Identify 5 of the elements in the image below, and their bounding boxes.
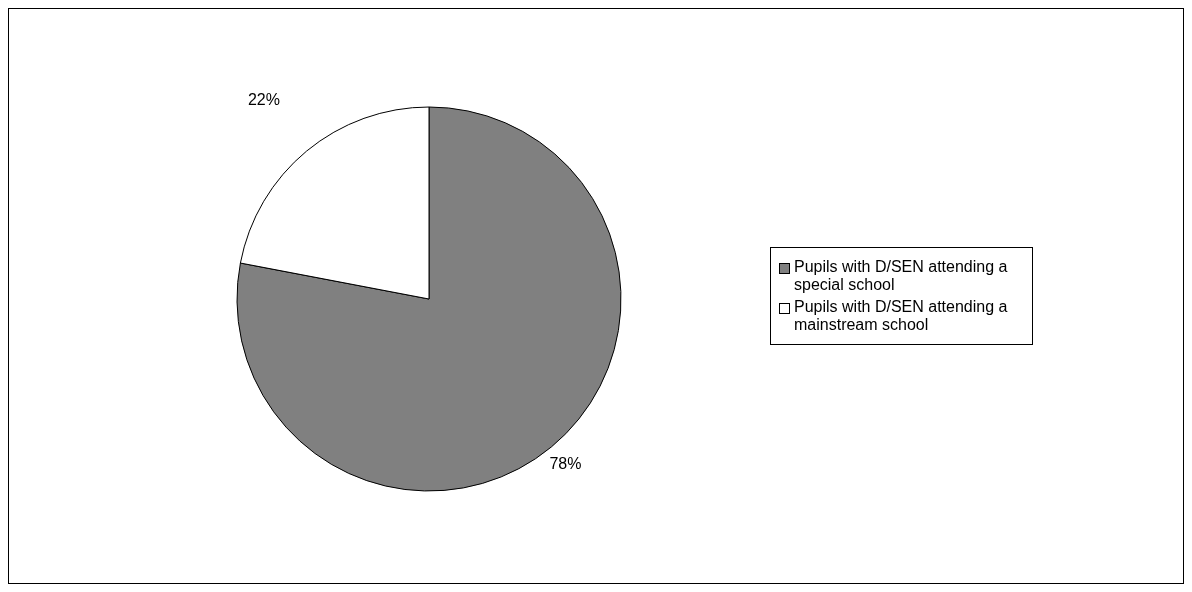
- legend-label: Pupils with D/SEN attending a special school: [794, 258, 1009, 294]
- data-label: 22%: [247, 90, 280, 108]
- data-label: 78%: [549, 455, 582, 473]
- legend-label: Pupils with D/SEN attending a mainstream school: [794, 298, 1009, 334]
- pie-slice: [236, 106, 622, 492]
